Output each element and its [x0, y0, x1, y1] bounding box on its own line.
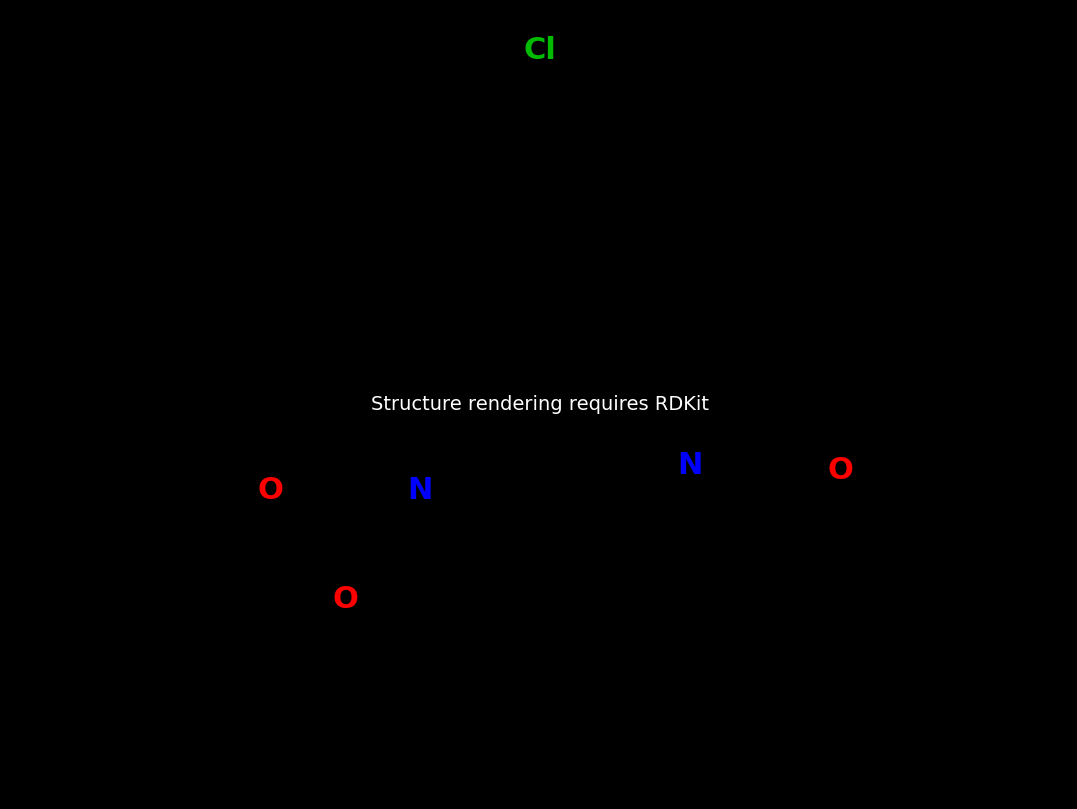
Text: Structure rendering requires RDKit: Structure rendering requires RDKit: [370, 395, 709, 413]
Text: O: O: [827, 455, 853, 485]
Text: N: N: [677, 451, 702, 480]
Text: Cl: Cl: [523, 36, 557, 65]
Text: O: O: [257, 476, 283, 505]
Text: O: O: [332, 586, 358, 615]
Text: N: N: [407, 476, 433, 505]
